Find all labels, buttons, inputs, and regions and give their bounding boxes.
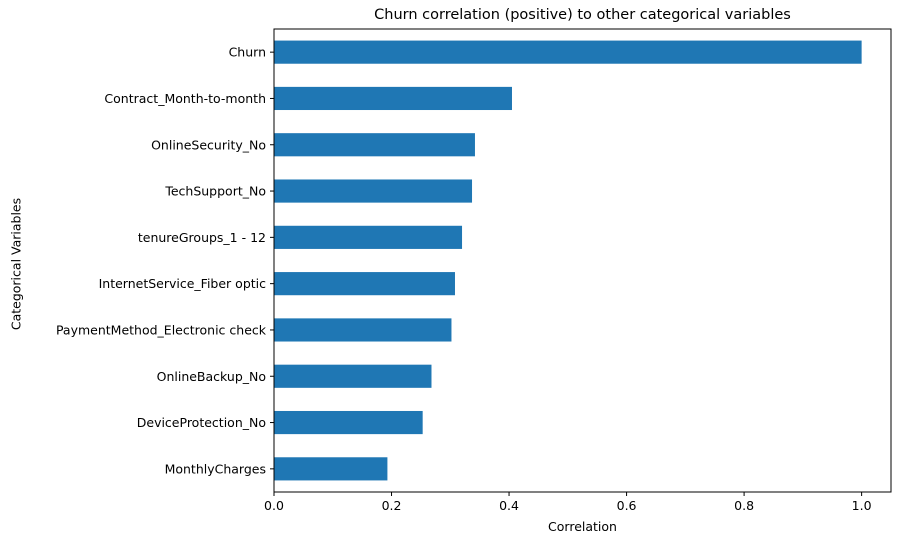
chart-title: Churn correlation (positive) to other ca… (374, 7, 791, 23)
x-tick-label: 0.4 (499, 498, 519, 513)
y-tick-label: MonthlyCharges (165, 461, 266, 476)
y-tick-label: TechSupport_No (164, 184, 266, 199)
bar (274, 179, 473, 203)
bar (274, 40, 862, 64)
bar (274, 364, 432, 388)
x-axis-label: Correlation (548, 519, 617, 534)
bars-layer (274, 40, 862, 481)
bar (274, 133, 475, 157)
x-tick-label: 0.0 (264, 498, 284, 513)
bar (274, 272, 455, 296)
y-tick-label: Churn (229, 45, 266, 60)
x-tick-label: 0.8 (734, 498, 754, 513)
plot-frame (273, 28, 892, 493)
y-tick-label: PaymentMethod_Electronic check (56, 322, 267, 337)
x-tick-label: 1.0 (852, 498, 872, 513)
bar (274, 86, 512, 111)
bar (274, 457, 388, 481)
x-tick-label: 0.2 (382, 498, 402, 513)
y-tick-label: OnlineSecurity_No (151, 137, 266, 152)
ticks-layer: Churn Contract_Month-to-month OnlineSecuri… (56, 45, 872, 513)
x-tick-label: 0.6 (617, 498, 637, 513)
y-axis-label: Categorical Variables (8, 197, 24, 331)
y-tick-label: OnlineBackup_No (157, 369, 266, 384)
bar (274, 318, 452, 342)
y-tick-label: DeviceProtection_No (137, 415, 266, 430)
y-tick-label: InternetService_Fiber optic (99, 276, 267, 291)
bar (274, 225, 463, 249)
y-tick-label: tenureGroups_1 - 12 (138, 230, 266, 245)
bar (274, 410, 423, 435)
y-tick-label: Contract_Month-to-month (104, 91, 266, 106)
